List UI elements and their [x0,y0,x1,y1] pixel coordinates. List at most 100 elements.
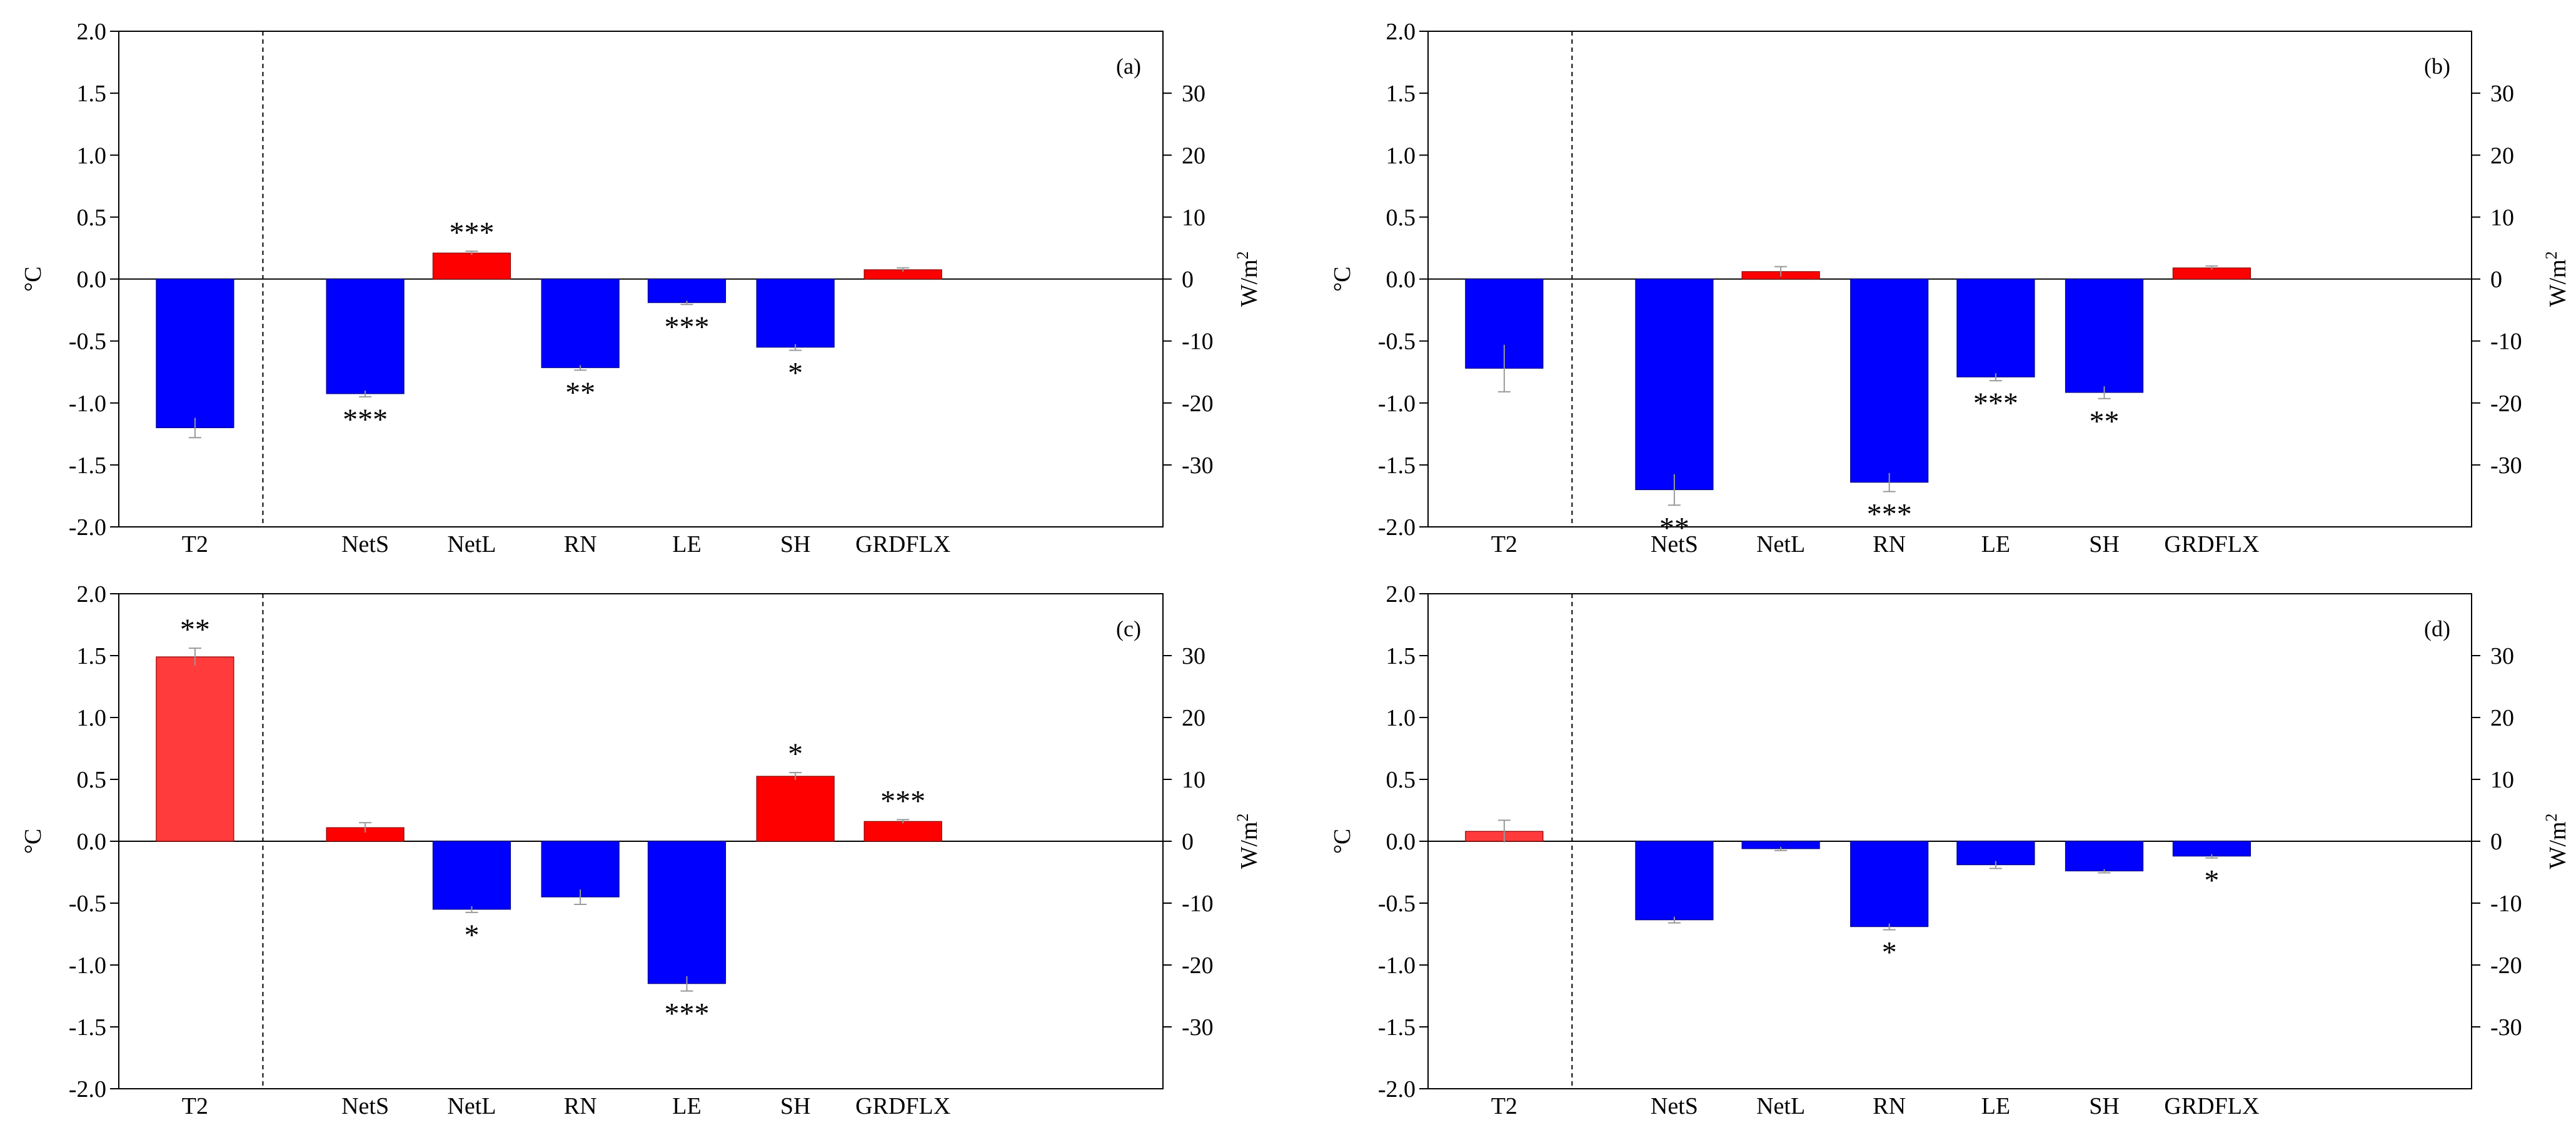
right-axis-label: W/m2 [2542,251,2571,307]
right-tick-label: -30 [2490,452,2522,479]
category-label: GRDFLX [855,531,950,558]
right-tick-label: 10 [2490,204,2514,231]
right-tick-label: -10 [2490,891,2522,917]
left-tick-label: 1.5 [77,643,107,669]
left-tick-label: -2.0 [1378,514,1416,541]
left-tick-label: 2.0 [77,19,107,45]
significance-label: * [788,738,803,771]
category-label: SH [2089,1093,2120,1119]
left-axis-label: °C [20,829,46,854]
bar [1635,841,1714,921]
left-tick-label: -0.5 [69,891,106,917]
category-label: NetL [447,531,496,558]
right-tick-label: 10 [1182,767,1205,793]
category-label: T2 [182,1093,208,1119]
right-tick-label: -30 [1182,452,1214,479]
significance-label: *** [1867,498,1912,531]
bar [156,656,234,842]
right-axis-label-superscript: 2 [2542,814,2560,822]
significance-label: *** [1973,387,2018,420]
category-label: GRDFLX [2164,1093,2259,1119]
right-axis-label: W/m2 [1234,251,1262,307]
right-axis-label-superscript: 2 [2542,251,2560,259]
category-label: SH [2089,531,2120,558]
bar [541,278,620,368]
left-tick-label: 1.0 [77,142,107,169]
bar [2172,841,2251,857]
category-label: SH [780,1093,811,1119]
left-tick-label: 0.5 [1386,204,1416,231]
panel-label: (c) [1116,616,1141,641]
right-tick-label: -10 [1182,891,1214,917]
category-label: NetL [1756,531,1805,558]
chart-panel: 2.0 1.5 1.0 0.5 0.0 -0.5 -1.0 -1.5 -2.0 30 20 10 0 -1… [1329,19,2571,558]
left-tick-label: -2.0 [69,1076,106,1102]
significance-label: * [788,356,803,389]
left-tick-label: -1.0 [1378,391,1416,417]
right-axis-label: W/m2 [1234,814,1262,869]
bar [756,776,835,842]
right-tick-label: 30 [2490,643,2514,669]
left-tick-label: 0.0 [77,267,107,293]
right-tick-label: -30 [2490,1014,2522,1041]
left-tick-label: -1.5 [1378,1014,1416,1041]
bar [432,252,511,280]
significance-label: ** [2090,405,2120,438]
bar [863,821,942,842]
left-tick-label: 2.0 [1386,581,1416,608]
category-label: LE [672,531,701,558]
panel-label: (b) [2424,54,2450,79]
left-tick-label: -1.0 [69,391,106,417]
right-tick-label: 20 [2490,705,2514,731]
panel-label: (d) [2424,616,2450,641]
left-tick-label: -1.0 [69,952,106,979]
left-tick-label: 1.0 [1386,142,1416,169]
left-tick-label: -1.5 [69,452,106,479]
category-label: RN [564,531,597,558]
category-label: NetL [447,1093,496,1119]
right-tick-label: 20 [2490,142,2514,169]
right-tick-label: 30 [1182,643,1205,669]
left-tick-label: 2.0 [1386,19,1416,45]
right-tick-label: 0 [1182,829,1194,855]
bar [647,841,727,984]
right-tick-label: 10 [2490,767,2514,793]
left-tick-label: 0.0 [1386,829,1416,855]
category-label: NetS [341,1093,389,1119]
significance-label: *** [664,998,709,1031]
left-tick-label: 0.0 [1386,267,1416,293]
bar [647,278,727,303]
left-tick-label: -0.5 [1378,329,1416,355]
left-tick-label: 2.0 [77,581,107,608]
left-tick-label: -1.5 [1378,452,1416,479]
significance-label: *** [343,403,388,436]
significance-label: * [2204,864,2219,898]
right-tick-label: -30 [1182,1014,1214,1041]
right-axis-label-superscript: 2 [1234,814,1252,822]
chart-panel: 2.0 1.5 1.0 0.5 0.0 -0.5 -1.0 -1.5 -2.0 30 20 10 0 -1… [20,581,1262,1119]
chart-panel: 2.0 1.5 1.0 0.5 0.0 -0.5 -1.0 -1.5 -2.0 30 20 10 0 -1… [1329,581,2571,1119]
category-label: GRDFLX [855,1093,950,1119]
significance-label: * [464,919,479,952]
bar [1850,841,1929,928]
panel-label: (a) [1116,54,1141,79]
left-tick-label: -0.5 [1378,891,1416,917]
left-tick-label: -1.0 [1378,952,1416,979]
left-tick-label: 1.5 [1386,81,1416,107]
bar [326,278,405,394]
bar [156,278,234,428]
left-tick-label: 0.5 [77,204,107,231]
category-label: NetS [1651,1093,1698,1119]
right-tick-label: 20 [1182,142,1205,169]
left-tick-label: 0.5 [1386,767,1416,793]
left-tick-label: 1.5 [77,81,107,107]
significance-label: *** [449,216,494,249]
bar [756,278,835,348]
left-tick-label: -2.0 [69,514,106,541]
category-label: RN [564,1093,597,1119]
bar [432,841,511,910]
right-axis-label-superscript: 2 [1234,251,1252,259]
bar [1956,841,2035,866]
category-label: LE [672,1093,701,1119]
